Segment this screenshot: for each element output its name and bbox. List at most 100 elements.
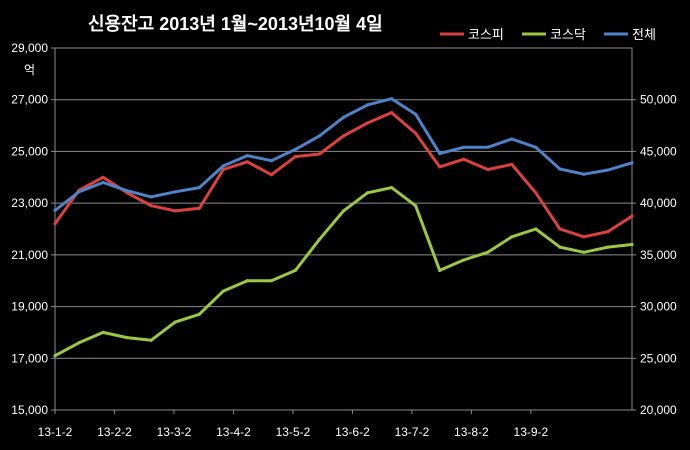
x-tick-label: 13-5-2 [276,425,311,439]
data-point [365,121,370,125]
data-point [510,137,514,141]
left-tick-label: 25,000 [11,144,48,158]
data-point [534,145,538,149]
series-line [53,186,634,358]
left-tick-label: 21,000 [11,248,48,262]
legend-item: 전체 [604,27,656,42]
data-point [245,154,249,158]
data-point [582,250,586,254]
data-point [606,245,610,249]
data-point [510,235,514,239]
data-point [293,155,297,159]
data-point [486,145,490,149]
data-point [101,175,105,179]
data-point [390,97,394,101]
x-tick-label: 13-4-2 [216,425,251,439]
data-point [486,167,490,172]
x-tick-label: 13-3-2 [157,425,192,439]
legend-label: 코스피 [468,27,504,42]
data-point [125,189,129,193]
plot-area-border [54,47,633,411]
data-point [341,209,346,213]
right-tick-label: 45,000 [640,144,677,158]
data-point [341,115,346,119]
legend-item: 코스피 [440,27,504,42]
left-tick-label: 17,000 [11,351,48,365]
data-point [341,134,346,138]
legend-item: 코스닥 [522,27,586,42]
data-point [317,134,322,138]
data-point [582,235,586,239]
data-point [101,330,105,334]
data-point [582,172,586,176]
data-point [101,180,105,185]
data-point [414,204,418,208]
data-point [390,111,394,115]
data-point [173,320,177,324]
data-point [365,191,370,195]
data-point [534,191,538,195]
data-point [630,214,634,218]
y-unit-label: 억 [24,63,35,77]
legend: 코스피 코스닥 전체 [440,27,656,42]
right-tick-label: 35,000 [640,248,677,262]
data-point [293,147,297,151]
data-point [486,250,490,254]
data-point [510,162,514,166]
legend-label: 전체 [632,27,656,42]
left-tick-label: 27,000 [11,93,48,107]
right-tick-label: 40,000 [640,196,677,210]
data-point [606,168,610,172]
series-3 [53,97,634,212]
data-point [317,152,322,156]
data-point [390,186,394,190]
x-tick-label: 13-9-2 [514,425,549,439]
data-point [293,268,297,272]
data-point [630,242,634,247]
data-point [53,208,57,212]
data-point [173,190,177,194]
data-point [149,195,153,199]
series-2 [53,186,634,358]
series-1 [53,111,634,239]
data-point [269,173,273,177]
chart-title: 신용잔고 2013년 1월~2013년10월 4일 [88,14,383,34]
data-point [173,209,177,213]
data-point [462,258,466,262]
data-point [197,312,201,316]
series-group [53,97,634,358]
left-tick-label: 15,000 [11,403,48,417]
x-axis: 13-1-2 13-2-2 13-3-2 13-4-2 13-5-2 13-6-2 13-7… [38,410,549,439]
series-line [53,97,634,212]
data-point [197,206,201,210]
data-point [414,131,418,135]
series-line [53,111,634,239]
data-point [438,151,442,156]
data-point [630,161,634,165]
data-point [558,167,562,171]
data-point [438,268,442,272]
data-point [221,167,225,172]
data-point [77,341,81,345]
data-point [558,227,562,231]
x-tick-label: 13-7-2 [395,425,430,439]
right-tick-label: 25,000 [640,351,677,365]
left-tick-label: 29,000 [11,41,48,55]
data-point [438,165,442,169]
x-tick-label: 13-2-2 [97,425,132,439]
data-point [77,190,81,194]
data-point [317,237,322,241]
x-tick-label: 13-1-2 [38,425,73,439]
right-tick-label: 20,000 [640,403,677,417]
data-point [365,103,370,107]
data-point [269,159,273,163]
legend-label: 코스닥 [550,27,586,42]
data-point [414,112,418,116]
left-tick-label: 23,000 [11,196,48,210]
right-tick-label: 30,000 [640,300,677,314]
data-point [221,289,225,293]
x-tick-label: 13-6-2 [335,425,370,439]
data-point [606,230,610,234]
